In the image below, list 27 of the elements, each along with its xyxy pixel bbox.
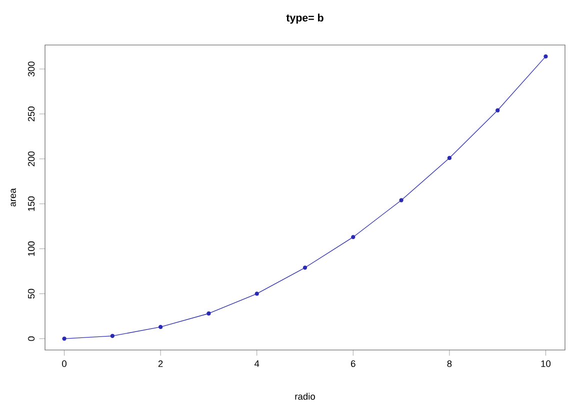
x-tick-label: 10 — [541, 360, 551, 367]
y-tick-label: 100 — [28, 241, 35, 256]
point — [496, 108, 500, 112]
point — [206, 311, 211, 316]
point — [62, 336, 66, 341]
x-tick-label: 4 — [254, 360, 260, 367]
y-tick-label: 0 — [28, 336, 35, 341]
point — [110, 334, 114, 338]
point — [351, 235, 356, 240]
x-tick-label: 8 — [447, 360, 452, 367]
point — [447, 156, 452, 160]
y-tick-label: 200 — [28, 151, 35, 166]
y-tick-label: 300 — [28, 62, 35, 76]
y-tick-label: 150 — [28, 196, 35, 211]
y-axis-title: area — [10, 188, 16, 206]
y-tick-label: 50 — [28, 288, 35, 299]
point — [302, 266, 308, 270]
point — [399, 198, 404, 202]
x-tick-label: 6 — [351, 360, 356, 367]
chart-title: type= b — [286, 14, 324, 24]
point — [544, 54, 548, 58]
x-axis-title: radio — [295, 392, 315, 400]
point — [158, 324, 163, 330]
point — [254, 292, 259, 296]
y-tick-label: 250 — [28, 106, 35, 122]
x-tick-label: 2 — [158, 360, 163, 367]
x-tick-label: 0 — [62, 360, 66, 367]
